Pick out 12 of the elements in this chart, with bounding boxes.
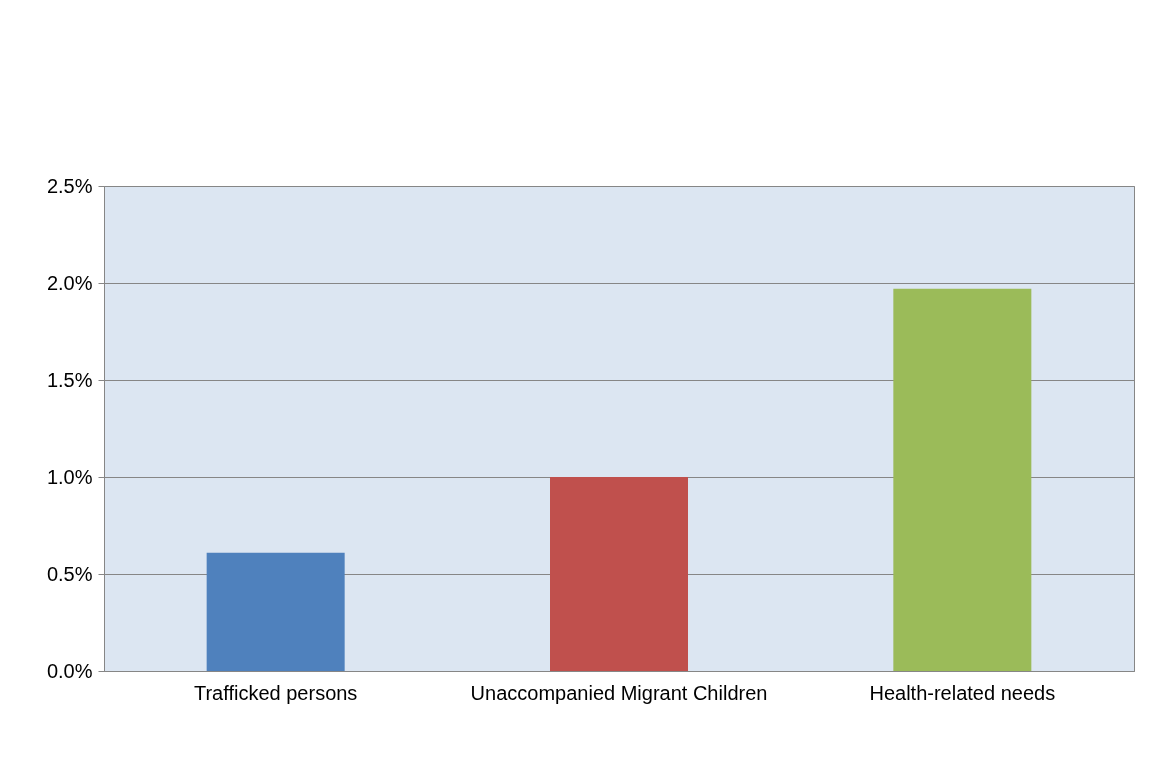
x-tick-label: Health-related needs [869, 681, 1056, 704]
x-tick-label: Trafficked persons [193, 681, 358, 704]
y-tick-label: 1.5% [46, 368, 93, 391]
y-tick-label: 2.5% [46, 174, 93, 197]
bar [893, 288, 1032, 671]
bar [550, 477, 688, 671]
x-tick-label: Unaccompanied Migrant Children [470, 681, 768, 704]
y-tick-label: 0.0% [46, 659, 93, 682]
y-tick-label: 1.0% [46, 465, 93, 488]
y-tick-label: 0.5% [46, 562, 93, 585]
y-tick-label: 2.0% [46, 271, 93, 294]
bar [206, 552, 345, 671]
